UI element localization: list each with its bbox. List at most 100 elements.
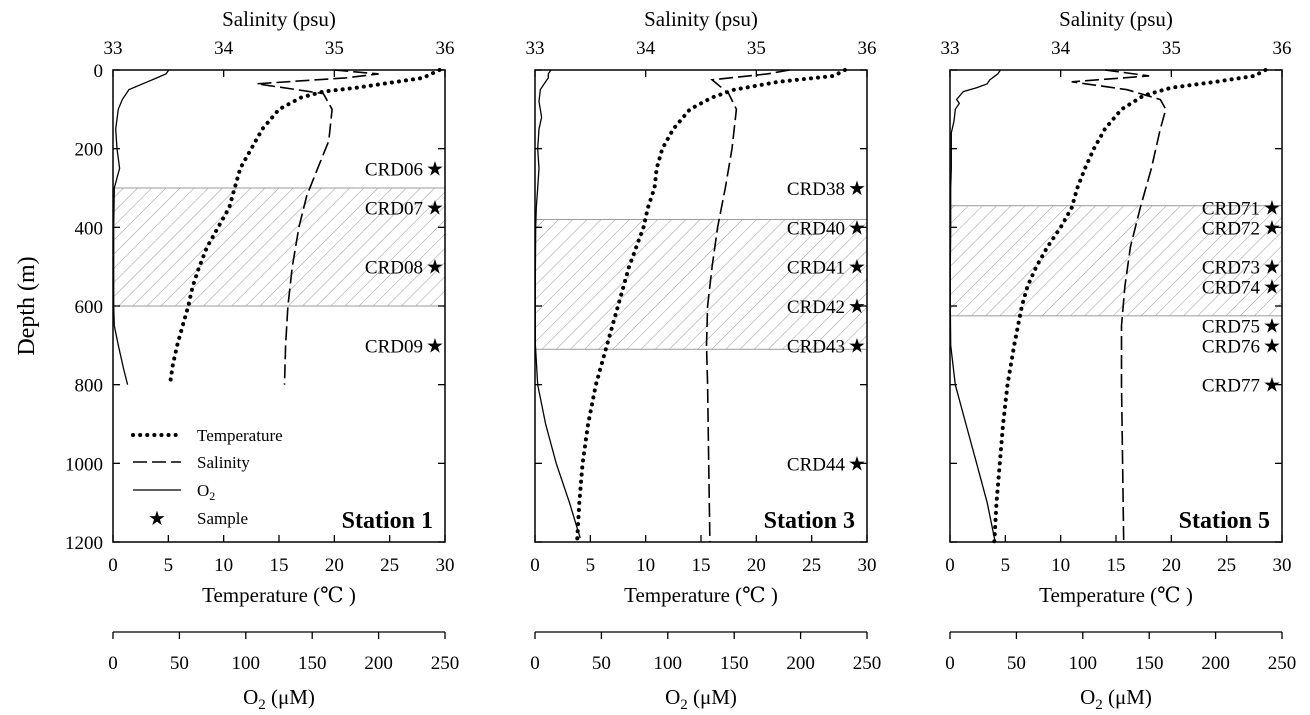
- series-salinity-line: [705, 69, 790, 543]
- o2-tick-label: 100: [232, 653, 261, 674]
- sample-star: ★: [848, 453, 866, 475]
- o2-axis-title-main: O: [243, 685, 258, 709]
- sample-label: CRD41: [787, 258, 845, 279]
- temperature-tick-label: 25: [802, 555, 821, 576]
- o2-tick-label: 250: [853, 653, 882, 674]
- sample-label: CRD06: [365, 159, 423, 180]
- station-label: Station 1: [342, 508, 433, 534]
- sample-star: ★: [1263, 217, 1281, 239]
- o2-axis-title-sub: 2: [258, 697, 266, 713]
- series-temperature-line: [575, 68, 847, 544]
- o2-tick-label: 150: [720, 653, 749, 674]
- sample-star: ★: [848, 257, 866, 279]
- o2-tick-label: 0: [108, 653, 118, 674]
- profiles: [113, 68, 1268, 544]
- sample-label: CRD44: [787, 454, 846, 475]
- sample-star: ★: [848, 335, 866, 357]
- temperature-tick-label: 15: [270, 555, 289, 576]
- depth-tick-label: 1000: [65, 454, 103, 475]
- o2-tick-label: 50: [592, 653, 611, 674]
- legend-swatch-sample: ★: [148, 508, 166, 530]
- o2-tick-label: 250: [431, 653, 460, 674]
- shaded-bands: [112, 187, 1283, 350]
- depth-tick-label: 600: [75, 297, 104, 318]
- shaded-band: [534, 218, 868, 350]
- salinity-axis-title: Salinity (psu): [222, 7, 336, 31]
- temperature-tick-label: 25: [380, 555, 399, 576]
- sample-label: CRD38: [787, 179, 845, 200]
- temperature-tick-label: 5: [586, 555, 596, 576]
- sample-star: ★: [1263, 257, 1281, 279]
- temperature-tick-label: 15: [692, 555, 711, 576]
- temperature-tick-label: 5: [164, 555, 174, 576]
- station-label: Station 3: [764, 508, 855, 534]
- sample-star: ★: [1263, 276, 1281, 298]
- o2-axis-title-main: O: [1080, 685, 1095, 709]
- sample-star: ★: [426, 198, 444, 220]
- axes: [112, 69, 1283, 639]
- temperature-tick-label: 10: [214, 555, 233, 576]
- o2-tick-label: 200: [364, 653, 393, 674]
- sample-label: CRD75: [1202, 317, 1260, 338]
- o2-tick-label: 0: [945, 653, 955, 674]
- legend-label: O2: [197, 481, 215, 503]
- depth-tick-label: 1200: [65, 533, 103, 554]
- o2-tick-label: 50: [1007, 653, 1026, 674]
- salinity-tick-label: 36: [1273, 38, 1292, 59]
- temperature-tick-label: 20: [325, 555, 344, 576]
- o2-tick-label: 200: [786, 653, 815, 674]
- o2-tick-label: 200: [1201, 653, 1230, 674]
- salinity-axis-title: Salinity (psu): [1059, 7, 1173, 31]
- temperature-tick-label: 25: [1217, 555, 1236, 576]
- sample-star: ★: [848, 217, 866, 239]
- o2-tick-label: 50: [170, 653, 189, 674]
- temperature-tick-label: 0: [945, 555, 955, 576]
- legend-label: Temperature: [197, 426, 283, 445]
- sample-label: CRD07: [365, 199, 423, 220]
- temperature-tick-label: 5: [1001, 555, 1011, 576]
- series-salinity-line: [256, 69, 379, 385]
- sample-label: CRD73: [1202, 258, 1260, 279]
- depth-axis-title: Depth (m): [14, 256, 40, 355]
- depth-tick-label: 400: [75, 218, 104, 239]
- o2-axis-title: O2 (μM): [243, 685, 315, 713]
- legend-label-main: O: [197, 481, 209, 500]
- o2-axis-title-sub: 2: [680, 697, 688, 713]
- salinity-tick-label: 34: [636, 38, 656, 59]
- sample-star: ★: [1263, 316, 1281, 338]
- series-salinity-line: [1071, 69, 1167, 543]
- legend-label-sub: 2: [209, 489, 215, 503]
- temperature-tick-label: 0: [530, 555, 540, 576]
- o2-axis-title: O2 (μM): [1080, 685, 1152, 713]
- o2-axis-title-unit: (μM): [688, 685, 737, 709]
- o2-tick-label: 100: [1069, 653, 1098, 674]
- sample-star: ★: [1263, 198, 1281, 220]
- depth-tick-label: 800: [75, 376, 104, 397]
- legend-label: Salinity: [197, 453, 250, 472]
- salinity-tick-label: 35: [747, 38, 766, 59]
- salinity-axis-title: Salinity (psu): [644, 7, 758, 31]
- temperature-tick-label: 30: [1273, 555, 1292, 576]
- sample-label: CRD43: [787, 336, 845, 357]
- sample-label: CRD09: [365, 336, 423, 357]
- sample-label: CRD72: [1202, 218, 1260, 239]
- o2-axis-title-unit: (μM): [1103, 685, 1152, 709]
- sample-label: CRD77: [1202, 376, 1260, 397]
- o2-axis-title-main: O: [665, 685, 680, 709]
- salinity-tick-label: 35: [1162, 38, 1181, 59]
- shaded-band: [949, 205, 1283, 317]
- o2-axis-title-unit: (μM): [266, 685, 315, 709]
- salinity-tick-label: 33: [104, 38, 123, 59]
- o2-axis-title: O2 (μM): [665, 685, 737, 713]
- depth-tick-label: 0: [94, 61, 104, 82]
- temperature-tick-label: 20: [747, 555, 766, 576]
- temperature-tick-label: 10: [1051, 555, 1070, 576]
- shaded-band: [112, 187, 446, 307]
- temperature-tick-label: 15: [1107, 555, 1126, 576]
- sample-star: ★: [1263, 375, 1281, 397]
- sample-star: ★: [848, 178, 866, 200]
- o2-tick-label: 150: [1135, 653, 1164, 674]
- salinity-tick-label: 34: [1051, 38, 1071, 59]
